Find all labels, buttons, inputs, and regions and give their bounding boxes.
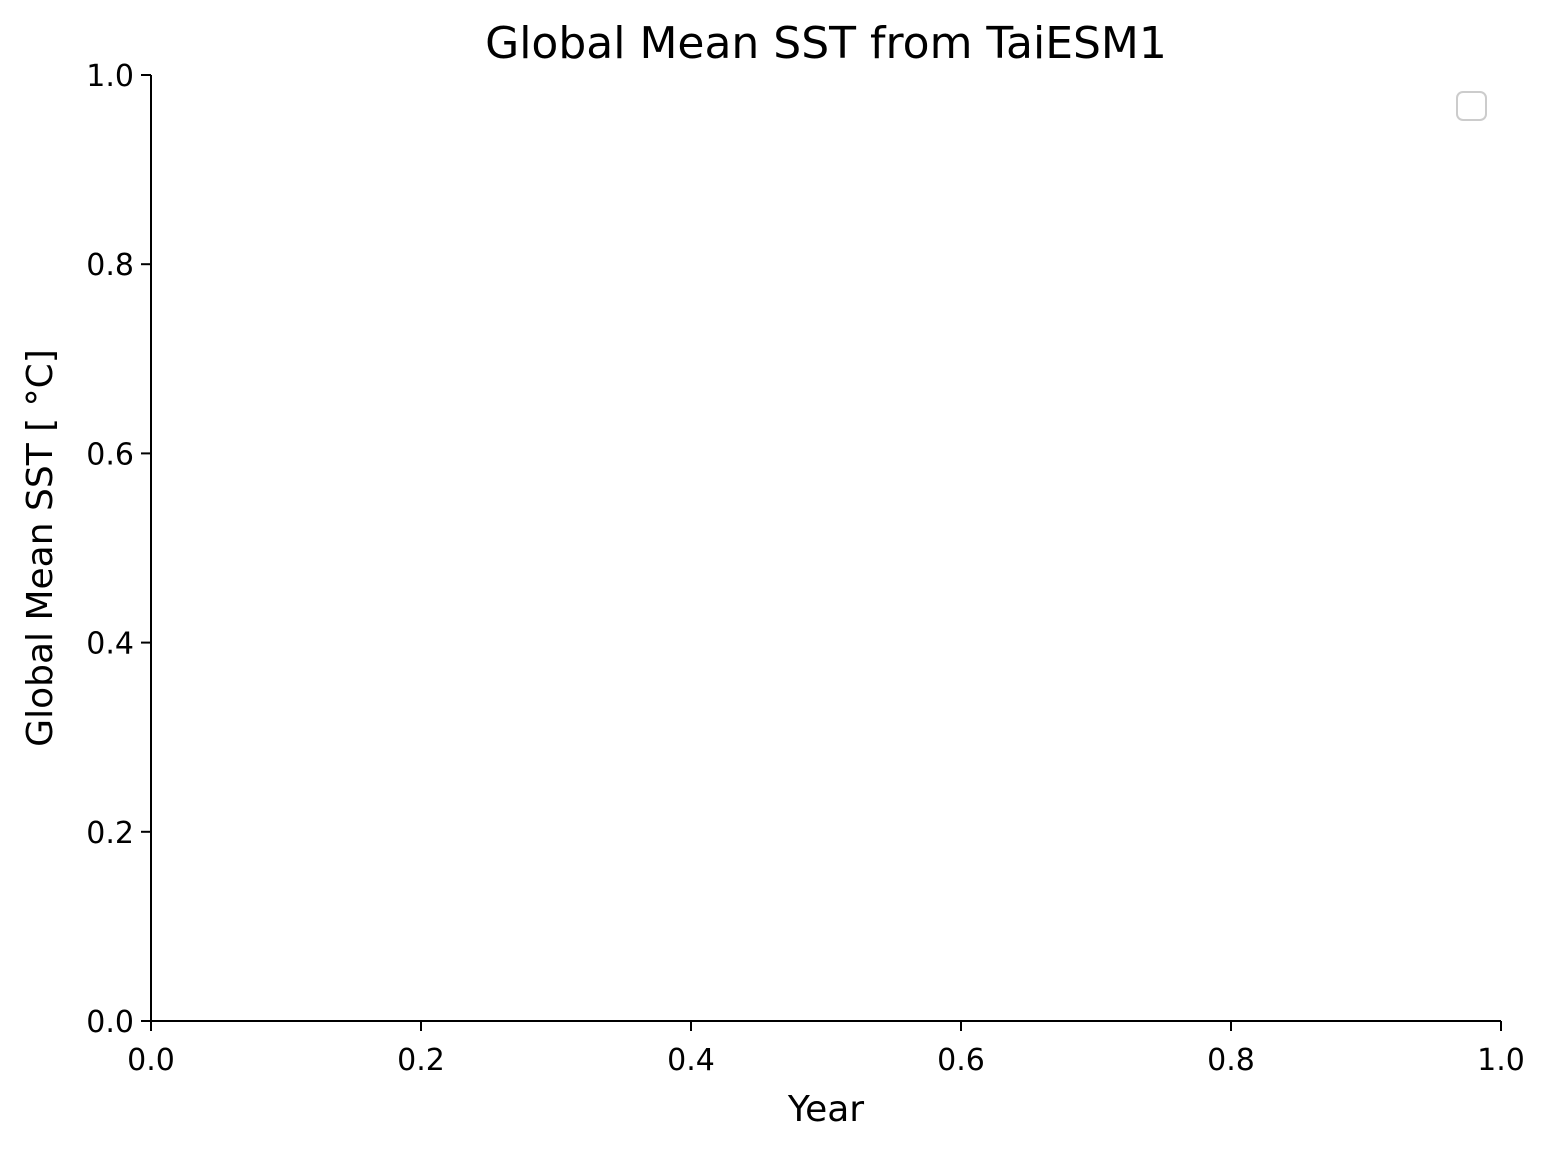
x-axis-ticks: 0.0 0.2 0.4 0.6 0.8 1.0 (127, 1021, 1525, 1078)
x-tick-label: 0.2 (397, 1043, 445, 1078)
y-axis-ticks: 0.0 0.2 0.4 0.6 0.8 1.0 (86, 59, 151, 1040)
y-tick-label: 0.8 (86, 248, 134, 283)
x-axis-label: Year (787, 1089, 864, 1130)
y-tick-label: 0.6 (86, 437, 134, 472)
y-tick-label: 1.0 (86, 59, 134, 94)
x-tick-label: 0.0 (127, 1043, 175, 1078)
x-tick-label: 0.6 (937, 1043, 985, 1078)
plot-area: 0.0 0.2 0.4 0.6 0.8 1.0 0.0 0.2 0.4 0.6 0.8 1.0 (86, 59, 1525, 1078)
chart-title: Global Mean SST from TaiESM1 (485, 18, 1167, 69)
x-tick-label: 1.0 (1477, 1043, 1525, 1078)
legend-box (1456, 91, 1487, 121)
x-tick-label: 0.8 (1207, 1043, 1255, 1078)
y-axis-label: Global Mean SST [ °C] (20, 349, 61, 747)
y-tick-label: 0.2 (86, 816, 134, 851)
x-tick-label: 0.4 (667, 1043, 715, 1078)
y-tick-label: 0.4 (86, 627, 134, 662)
y-tick-label: 0.0 (86, 1005, 134, 1040)
